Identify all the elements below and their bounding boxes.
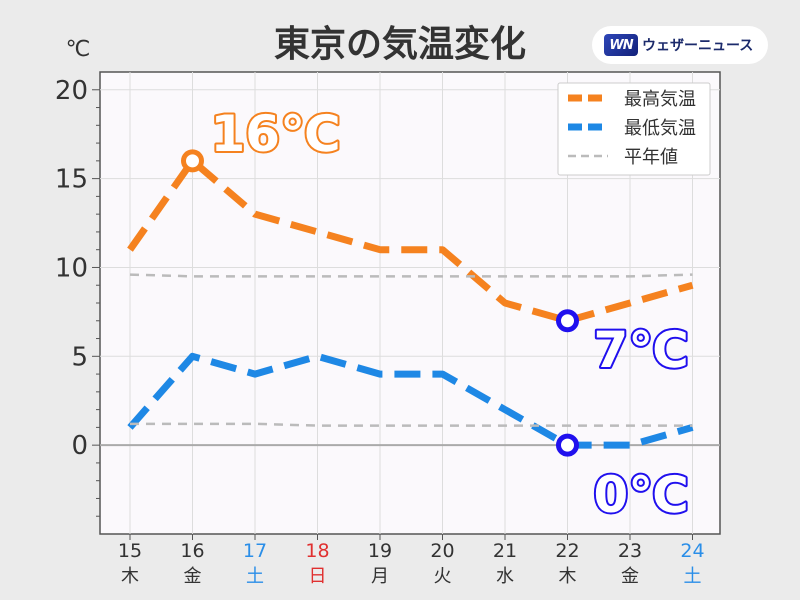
x-tick-weekday-label: 土 bbox=[246, 566, 264, 587]
y-tick-label: 10 bbox=[55, 253, 88, 283]
x-tick-day-label: 24 bbox=[680, 540, 704, 562]
x-axis: 15 木 16 金 17 土 18 日 19 月 20 火 21 水 22 木 23 金 24 土 bbox=[118, 534, 705, 587]
x-tick-day-label: 22 bbox=[555, 540, 579, 562]
x-tick-weekday-label: 木 bbox=[121, 566, 139, 587]
x-tick-day-label: 19 bbox=[368, 540, 392, 562]
x-tick-day-label: 15 bbox=[118, 540, 142, 562]
x-tick-day-label: 18 bbox=[305, 540, 329, 562]
brand-badge: WN ウェザーニュース bbox=[592, 26, 768, 64]
annotation-label: 16℃ bbox=[211, 105, 341, 163]
x-tick-day-label: 16 bbox=[180, 540, 204, 562]
x-tick-weekday-label: 火 bbox=[434, 566, 452, 587]
series-line-1 bbox=[127, 352, 694, 449]
x-tick-weekday-label: 水 bbox=[496, 566, 514, 587]
x-tick-weekday-label: 月 bbox=[371, 566, 389, 587]
x-tick-day-label: 23 bbox=[618, 540, 642, 562]
chart-title: 東京の気温変化 bbox=[274, 23, 526, 65]
legend-label: 平年値 bbox=[624, 147, 678, 168]
y-axis: 0 5 10 15 20 bbox=[55, 76, 100, 517]
x-tick-day-label: 20 bbox=[430, 540, 454, 562]
x-tick-weekday-label: 金 bbox=[621, 566, 639, 587]
y-unit-label: ℃ bbox=[66, 37, 91, 62]
annotations: 16℃ 7℃ 0℃ bbox=[181, 103, 691, 526]
legend-label: 最低気温 bbox=[624, 118, 696, 139]
brand-logo: WN bbox=[604, 34, 638, 56]
legend-label: 最高気温 bbox=[624, 89, 696, 110]
annotation-marker bbox=[556, 309, 579, 333]
x-tick-weekday-label: 土 bbox=[684, 566, 702, 587]
x-tick-weekday-label: 金 bbox=[184, 566, 202, 587]
x-tick-day-label: 17 bbox=[243, 540, 267, 562]
y-tick-label: 15 bbox=[55, 165, 88, 195]
annotation-label: 0℃ bbox=[594, 466, 689, 524]
annotation-marker bbox=[181, 149, 204, 173]
x-tick-weekday-label: 木 bbox=[559, 566, 577, 587]
series-line-3 bbox=[130, 422, 693, 427]
series-line-2 bbox=[129, 273, 693, 278]
y-tick-label: 20 bbox=[55, 76, 88, 106]
annotation-marker bbox=[556, 433, 579, 457]
legend-box bbox=[557, 82, 711, 176]
brand-name: ウェザーニュース bbox=[642, 38, 754, 54]
series-lines bbox=[127, 157, 694, 449]
x-tick-day-label: 21 bbox=[493, 540, 517, 562]
x-tick-weekday-label: 日 bbox=[309, 566, 327, 587]
y-tick-label: 0 bbox=[71, 431, 88, 461]
annotation-label: 7℃ bbox=[594, 321, 689, 379]
y-tick-label: 5 bbox=[71, 342, 88, 372]
series-line-0 bbox=[127, 157, 694, 325]
